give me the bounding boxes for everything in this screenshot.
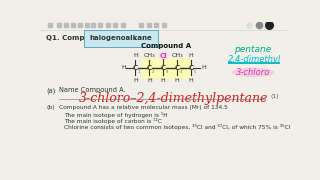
Text: Name Compound A.: Name Compound A.	[59, 87, 125, 93]
Text: (1): (1)	[270, 94, 279, 99]
Text: .: .	[133, 35, 136, 41]
Text: 1: 1	[138, 70, 140, 74]
Text: H: H	[133, 78, 138, 83]
Text: Q1. Compound A is a: Q1. Compound A is a	[46, 35, 131, 41]
FancyBboxPatch shape	[141, 58, 191, 79]
Text: 3-chloro: 3-chloro	[236, 68, 270, 77]
Text: 2,4-dimethyl: 2,4-dimethyl	[228, 55, 281, 64]
Text: 3-chloro–2,4-dimethylpentane: 3-chloro–2,4-dimethylpentane	[79, 92, 268, 105]
Text: CH₃: CH₃	[143, 53, 155, 58]
Text: Compound A: Compound A	[141, 43, 191, 49]
Text: H: H	[147, 78, 152, 83]
Ellipse shape	[232, 68, 275, 77]
Text: H: H	[161, 78, 166, 83]
Text: C: C	[161, 65, 166, 71]
Text: Cl: Cl	[159, 53, 167, 58]
Text: halogenoalkane: halogenoalkane	[90, 35, 152, 41]
Text: C: C	[133, 65, 138, 71]
Text: H: H	[201, 65, 206, 70]
Text: CH₃: CH₃	[172, 53, 183, 58]
Text: 3: 3	[165, 70, 168, 74]
Text: The main isotope of carbon is ¹²C: The main isotope of carbon is ¹²C	[64, 118, 162, 124]
Text: C: C	[147, 65, 152, 71]
Text: C: C	[188, 65, 194, 71]
Text: H: H	[121, 65, 126, 70]
Text: Compound A has a relative molecular mass (Mr) of 134.5: Compound A has a relative molecular mass…	[59, 105, 228, 110]
Text: (a): (a)	[46, 87, 56, 94]
Text: The main isotope of hydrogen is ¹H: The main isotope of hydrogen is ¹H	[64, 112, 168, 118]
Text: pentane: pentane	[234, 45, 271, 54]
Text: 5: 5	[194, 70, 196, 74]
Text: (b): (b)	[46, 105, 55, 110]
Text: H: H	[189, 53, 194, 58]
Text: 4: 4	[180, 70, 182, 74]
Text: C: C	[175, 65, 180, 71]
Text: H: H	[133, 53, 138, 58]
Text: Chlorine consists of two common isotopes, ³⁵Cl and ³⁷Cl, of which 75% is ³⁵Cl: Chlorine consists of two common isotopes…	[64, 124, 290, 130]
Text: H: H	[189, 78, 194, 83]
Text: 2: 2	[152, 70, 154, 74]
Text: H: H	[175, 78, 180, 83]
